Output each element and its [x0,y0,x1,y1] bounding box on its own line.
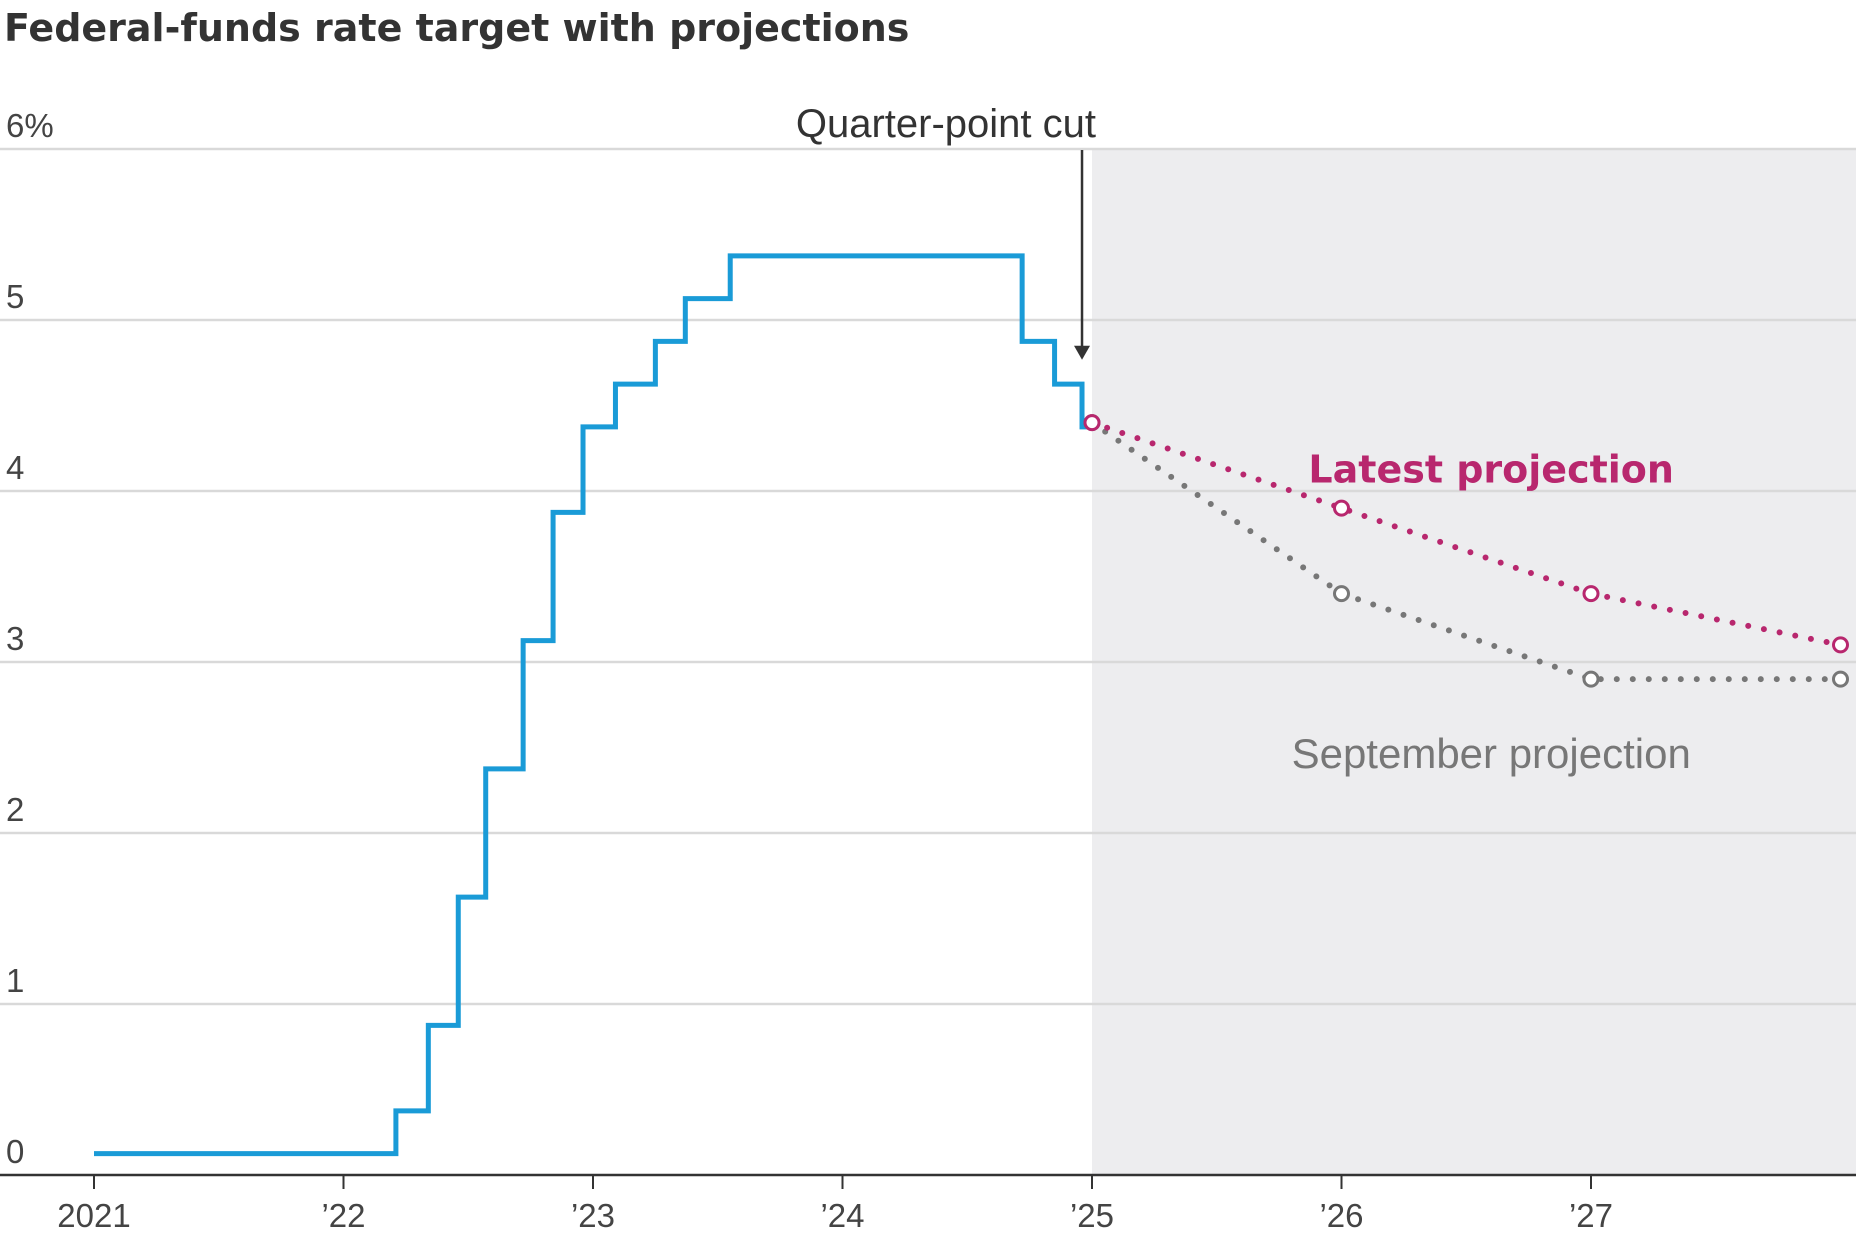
series-labels: Latest projection September projection [1292,447,1691,777]
chart-title: Federal-funds rate target with projectio… [4,6,910,50]
annotation-arrowhead [1074,345,1091,360]
latest-projection-point [1832,636,1849,654]
y-tick-label: 4 [6,449,24,486]
september-projection-label: September projection [1292,730,1691,777]
x-tick-label: ’22 [321,1197,365,1234]
september-projection-point [1582,670,1600,688]
y-tick-label: 0 [6,1133,24,1170]
y-axis-tick-labels: 0 1 2 3 4 5 6% [6,107,54,1170]
y-tick-label: 5 [6,278,24,315]
x-tick-label: ’23 [571,1197,615,1234]
latest-projection-point [1083,414,1101,432]
y-tick-label: 2 [6,791,24,828]
september-projection-line [1089,419,1844,683]
latest-projection-line [1089,419,1844,648]
latest-projection-point [1333,499,1350,517]
x-axis: 2021 ’22 ’23 ’24 ’25 ’26 ’27 [0,1173,1856,1234]
annotation: Quarter-point cut [796,102,1096,360]
y-tick-label: 6% [6,107,54,144]
y-tick-label: 1 [6,962,24,999]
series-layer [94,253,1849,1157]
x-tick-label: ’26 [1319,1197,1363,1234]
latest-projection-point [1582,585,1600,603]
x-tick-label: 2021 [57,1197,130,1234]
x-tick-label: ’24 [820,1197,864,1234]
y-tick-label: 3 [6,620,24,657]
gridlines [0,147,1856,1006]
x-tick-label: ’25 [1070,1197,1114,1234]
x-tick-label: ’27 [1569,1197,1613,1234]
actual-rate-line [94,253,1092,1157]
annotation-label: Quarter-point cut [796,102,1096,146]
september-projection-point [1832,670,1849,688]
september-projection-point [1333,585,1350,603]
latest-projection-label: Latest projection [1308,447,1674,491]
